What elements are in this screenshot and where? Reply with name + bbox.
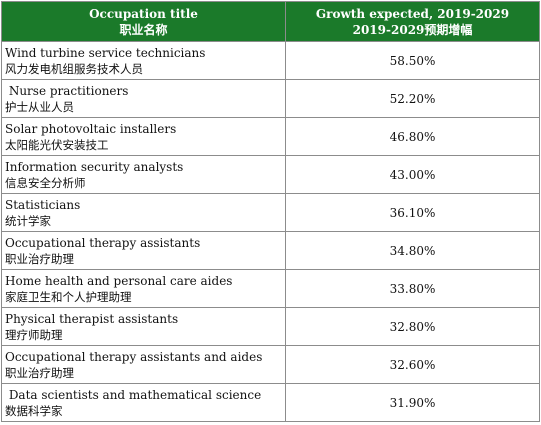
column-header-growth-en: Growth expected, 2019-2029 [315,6,510,21]
occupation-cell: Data scientists and mathematical science… [1,383,286,422]
occupation-name-zh: 太阳能光伏安装技工 [5,137,109,152]
growth-value: 46.80% [285,117,540,156]
occupation-name-en: Physical therapist assistants [5,311,179,326]
occupation-name-en: Nurse practitioners [5,83,129,98]
occupation-name-zh: 数据科学家 [5,403,63,418]
growth-value: 58.50% [285,41,540,80]
occupation-cell: Occupational therapy assistants and aide… [1,345,286,384]
occupation-cell: Occupational therapy assistants 职业治疗助理 [1,231,286,270]
occupation-cell: Statisticians 统计学家 [1,193,286,232]
table-body: Wind turbine service technicians 风力发电机组服… [1,41,540,422]
occupation-name-zh: 职业治疗助理 [5,365,74,380]
table-row: Occupational therapy assistants and aide… [1,345,540,384]
column-header-growth: Growth expected, 2019-2029 2019-2029预期增幅 [285,1,540,42]
occupation-cell: Information security analysts 信息安全分析师 [1,155,286,194]
table-row: Information security analysts 信息安全分析师 43… [1,155,540,194]
column-header-occupation: Occupation title 职业名称 [1,1,286,42]
table-row: Nurse practitioners 护士从业人员 52.20% [1,79,540,118]
occupation-name-zh: 职业治疗助理 [5,251,74,266]
occupation-name-en: Home health and personal care aides [5,273,233,288]
growth-value: 32.80% [285,307,540,346]
occupation-name-en: Occupational therapy assistants [5,235,201,250]
growth-value: 52.20% [285,79,540,118]
occupation-cell: Solar photovoltaic installers 太阳能光伏安装技工 [1,117,286,156]
occupation-name-en: Occupational therapy assistants and aide… [5,349,263,364]
growth-value: 31.90% [285,383,540,422]
growth-value: 43.00% [285,155,540,194]
occupation-name-en: Data scientists and mathematical science [5,387,262,402]
occupation-name-zh: 护士从业人员 [5,99,74,114]
occupation-name-zh: 风力发电机组服务技术人员 [5,61,143,76]
growth-value: 32.60% [285,345,540,384]
occupation-name-en: Statisticians [5,197,81,212]
column-header-occupation-en: Occupation title [89,6,198,21]
occupation-name-en: Wind turbine service technicians [5,45,206,60]
occupation-name-zh: 理疗师助理 [5,327,63,342]
table-row: Physical therapist assistants 理疗师助理 32.8… [1,307,540,346]
occupation-name-en: Information security analysts [5,159,184,174]
table-header: Occupation title 职业名称 Growth expected, 2… [1,1,540,42]
column-header-growth-zh: 2019-2029预期增幅 [352,22,473,37]
column-header-occupation-zh: 职业名称 [119,22,168,37]
header-row: Occupation title 职业名称 Growth expected, 2… [1,1,540,42]
occupation-name-zh: 信息安全分析师 [5,175,86,190]
table-row: Data scientists and mathematical science… [1,383,540,422]
table-row: Solar photovoltaic installers 太阳能光伏安装技工 … [1,117,540,156]
occupation-name-zh: 统计学家 [5,213,51,228]
occupation-name-en: Solar photovoltaic installers [5,121,177,136]
occupation-cell: Nurse practitioners 护士从业人员 [1,79,286,118]
occupation-cell: Physical therapist assistants 理疗师助理 [1,307,286,346]
occupation-cell: Home health and personal care aides 家庭卫生… [1,269,286,308]
table-row: Wind turbine service technicians 风力发电机组服… [1,41,540,80]
table-row: Statisticians 统计学家 36.10% [1,193,540,232]
growth-value: 36.10% [285,193,540,232]
growth-value: 34.80% [285,231,540,270]
table-row: Occupational therapy assistants 职业治疗助理 3… [1,231,540,270]
occupation-cell: Wind turbine service technicians 风力发电机组服… [1,41,286,80]
occupation-name-zh: 家庭卫生和个人护理助理 [5,289,132,304]
table-row: Home health and personal care aides 家庭卫生… [1,269,540,308]
growth-value: 33.80% [285,269,540,308]
